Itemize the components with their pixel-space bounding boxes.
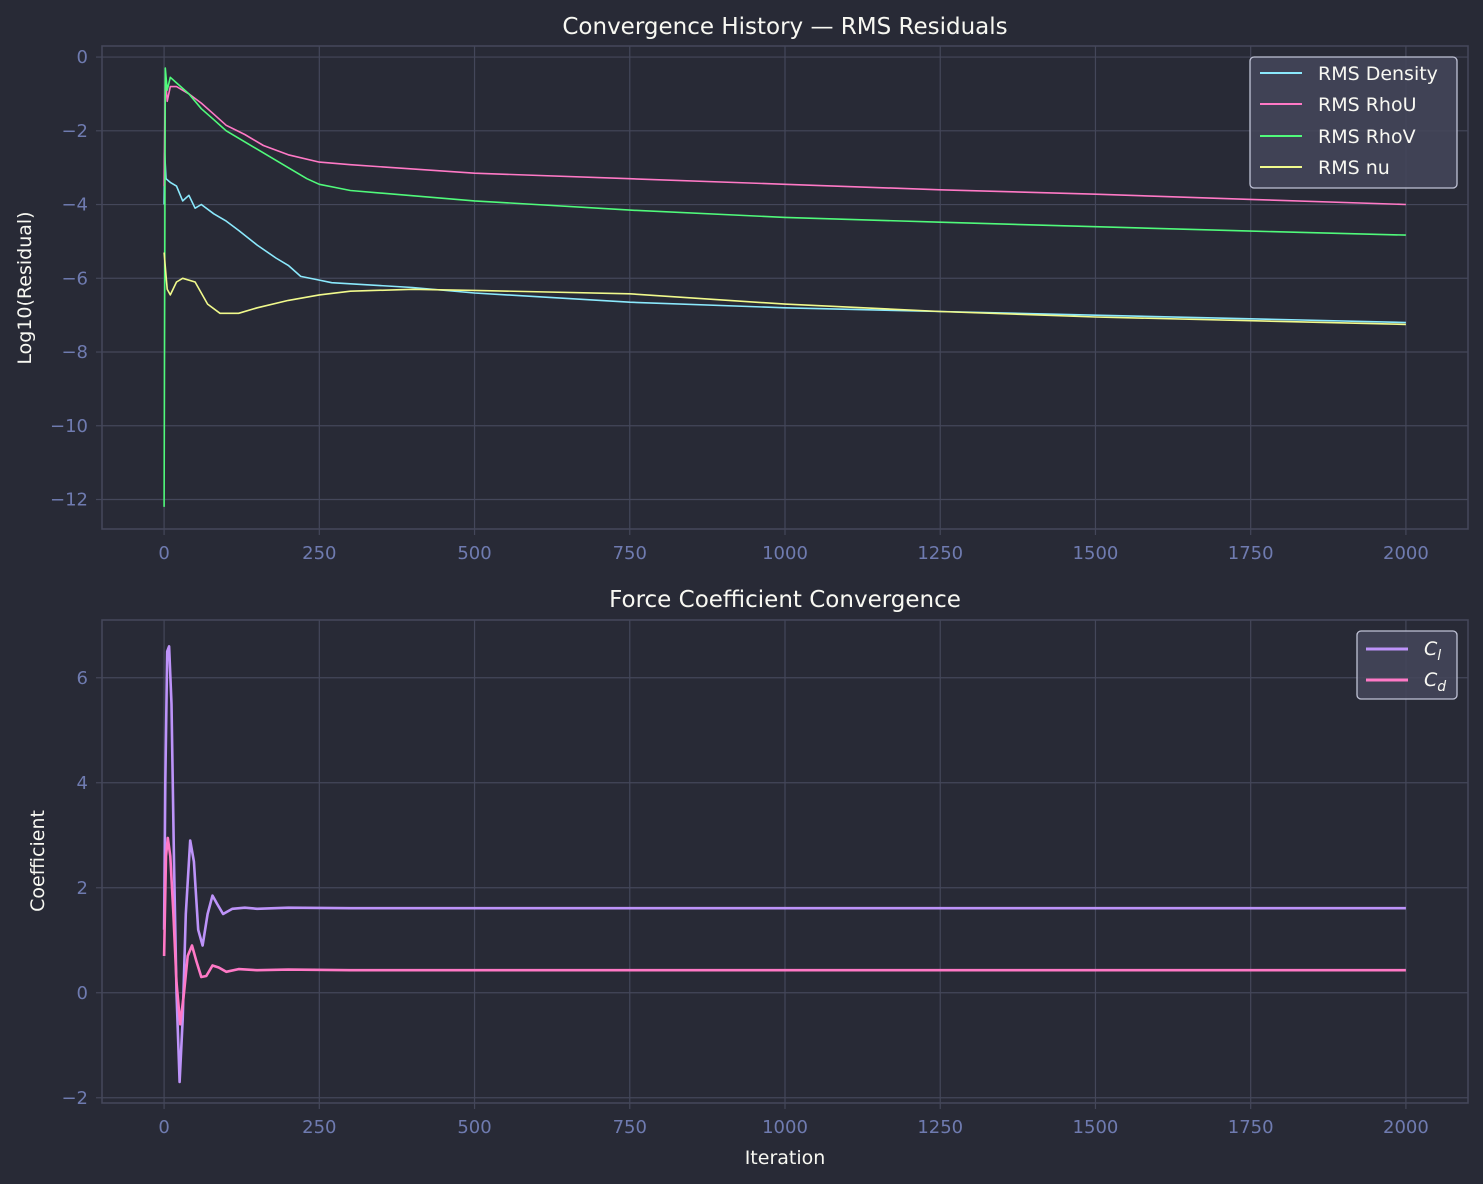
series-line-c-d — [162, 836, 1406, 1026]
force-ylabel: Coefficient — [27, 810, 49, 912]
ytick-label: 2 — [77, 878, 88, 899]
legend-label-cl: Cl — [1424, 638, 1441, 664]
legend-label-cd: Cd — [1424, 669, 1446, 695]
force-title: Force Coefficient Convergence — [609, 587, 961, 613]
series-line-rms-nu — [163, 252, 1406, 326]
xtick-label: 0 — [158, 1117, 169, 1138]
residuals-series — [163, 67, 1406, 507]
xtick-label: 1250 — [917, 543, 963, 564]
force-grid — [102, 620, 1468, 1103]
ytick-label: 0 — [77, 983, 88, 1004]
xtick-label: 2000 — [1383, 543, 1429, 564]
force-panel: Force Coefficient Convergence Coefficien… — [27, 587, 1469, 1169]
residuals-title: Convergence History — RMS Residuals — [562, 14, 1007, 40]
force-series — [162, 645, 1406, 1084]
xtick-label: 1500 — [1073, 543, 1119, 564]
ytick-label: −2 — [61, 1088, 88, 1109]
xtick-label: 750 — [613, 1117, 647, 1138]
legend-label-nu: RMS nu — [1318, 157, 1390, 179]
ytick-label: −6 — [61, 268, 88, 289]
residuals-legend: RMS Density RMS RhoU RMS RhoV RMS nu — [1249, 56, 1458, 189]
ytick-label: −2 — [61, 121, 88, 142]
xtick-label: 1750 — [1228, 1117, 1274, 1138]
ytick-label: −12 — [50, 490, 88, 511]
force-legend: Cl Cd — [1356, 630, 1458, 700]
ytick-label: 0 — [77, 47, 88, 68]
ytick-label: −8 — [61, 342, 88, 363]
xtick-label: 250 — [302, 1117, 336, 1138]
xtick-label: 2000 — [1383, 1117, 1429, 1138]
ytick-label: −10 — [50, 416, 88, 437]
residuals-ticks: 0 250 500 750 1000 1250 1500 1750 2000 0 −2 −4 −6 −8 −… — [50, 47, 1429, 564]
xtick-label: 1000 — [762, 1117, 808, 1138]
force-ticks: 0 250 500 750 1000 1250 1500 1750 2000 6 4 2 0 −2 — [61, 668, 1428, 1138]
xtick-label: 500 — [457, 543, 491, 564]
legend-label-density: RMS Density — [1318, 63, 1438, 85]
series-line-c-l — [162, 645, 1406, 1084]
legend-label-rhov: RMS RhoV — [1318, 126, 1416, 148]
xtick-label: 1000 — [762, 543, 808, 564]
residuals-ylabel: Log10(Residual) — [14, 211, 36, 364]
xtick-label: 500 — [457, 1117, 491, 1138]
xtick-label: 0 — [158, 543, 169, 564]
force-xlabel: Iteration — [745, 1147, 826, 1169]
residuals-grid — [102, 46, 1468, 529]
xtick-label: 1750 — [1228, 543, 1274, 564]
residuals-panel: Convergence History — RMS Residuals Log1… — [14, 14, 1469, 564]
ytick-label: 4 — [77, 773, 88, 794]
series-line-rms-density — [163, 152, 1406, 324]
series-line-rms-rhou — [163, 74, 1406, 206]
xtick-label: 750 — [613, 543, 647, 564]
xtick-label: 250 — [302, 543, 336, 564]
legend-label-rhou: RMS RhoU — [1318, 94, 1416, 116]
series-line-rms-rhov — [163, 67, 1406, 507]
xtick-label: 1250 — [917, 1117, 963, 1138]
residuals-legend-box — [1249, 56, 1458, 189]
ytick-label: 6 — [77, 668, 88, 689]
xtick-label: 1500 — [1073, 1117, 1119, 1138]
ytick-label: −4 — [61, 195, 88, 216]
